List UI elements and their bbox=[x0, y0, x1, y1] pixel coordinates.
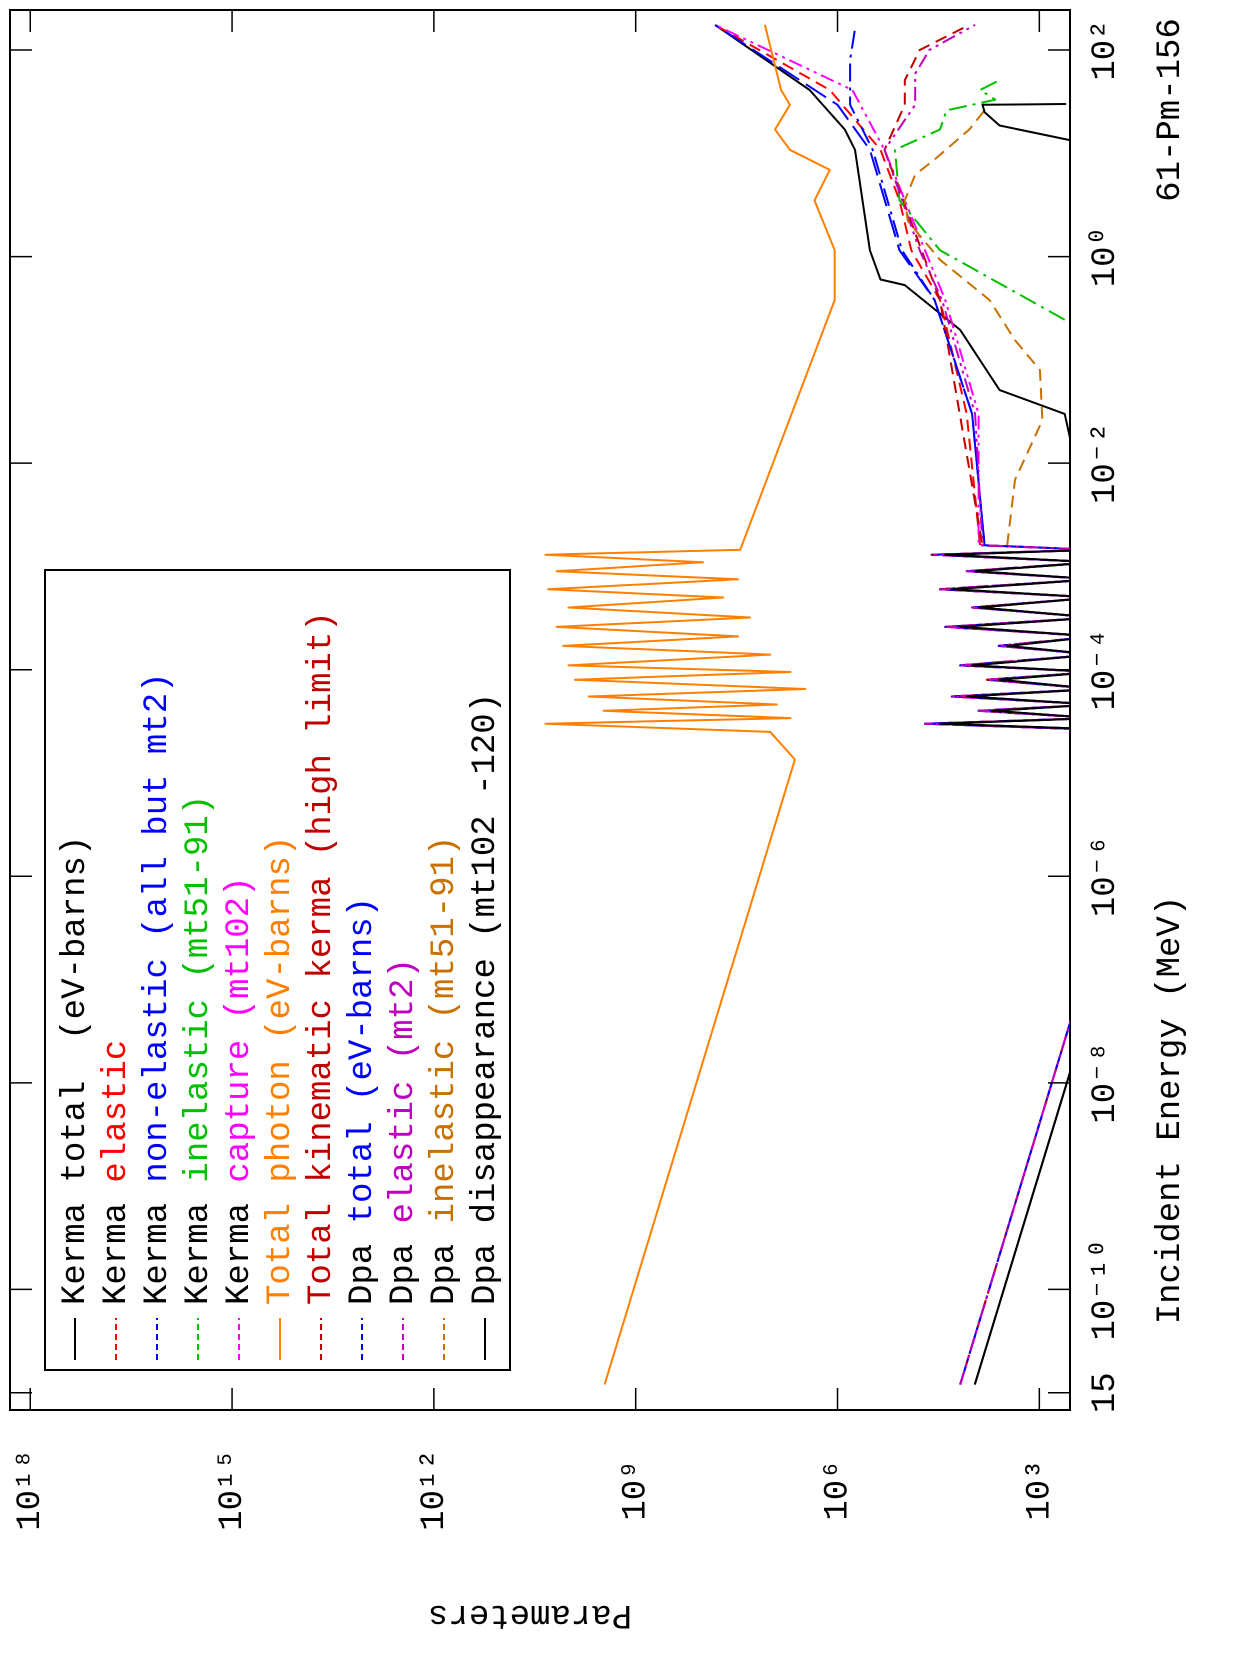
legend-label: Kerma total (eV-barns) bbox=[57, 836, 95, 1305]
y-tick-label: 10³ bbox=[1021, 1459, 1059, 1520]
y-tick-label: 10⁹ bbox=[618, 1459, 656, 1520]
legend-box bbox=[44, 569, 511, 1371]
x-axis-label: Incident Energy (MeV) bbox=[1152, 896, 1190, 1324]
legend-label: Dpa disappearance (mt102 -120) bbox=[467, 693, 505, 1305]
series-line bbox=[544, 24, 836, 1385]
plot-lines bbox=[544, 23, 1070, 1385]
legend-label: Dpa total (eV-barns) bbox=[344, 897, 382, 1305]
legend-label: Kerma elastic bbox=[98, 1040, 136, 1305]
x-tick-label: 10⁻¹⁰ bbox=[1087, 1238, 1125, 1340]
x-tick-label: 10⁻⁶ bbox=[1087, 835, 1125, 917]
x-tick-label: 10⁰ bbox=[1087, 226, 1125, 287]
y-tick-label: 10¹⁸ bbox=[12, 1449, 50, 1531]
x-tick-label: 10² bbox=[1087, 19, 1125, 80]
legend-label: Total photon (eV-barns) bbox=[262, 836, 300, 1305]
legend-label: Total kinematic kerma (high limit) bbox=[303, 611, 341, 1305]
y-axis-label: Parameters bbox=[428, 1595, 632, 1633]
x-tick-label: 15 bbox=[1087, 1372, 1125, 1413]
series-line bbox=[903, 104, 1044, 546]
series-line bbox=[894, 79, 1066, 321]
legend-label: Kerma inelastic (mt51-91) bbox=[180, 795, 218, 1305]
y-tick-label: 10¹⁵ bbox=[214, 1449, 252, 1531]
x-tick-label: 10⁻² bbox=[1087, 422, 1125, 504]
legend-label: Kerma non-elastic (all but mt2) bbox=[139, 672, 177, 1305]
y-tick-label: 10¹² bbox=[416, 1449, 454, 1531]
series-line bbox=[939, 103, 1070, 1385]
y-tick-label: 10⁶ bbox=[819, 1459, 857, 1520]
legend-label: Dpa elastic (mt2) bbox=[385, 958, 423, 1305]
legend-label: Dpa inelastic (mt51-91) bbox=[426, 836, 464, 1305]
chart-title: 61-Pm-156 bbox=[1152, 18, 1190, 202]
x-tick-label: 10⁻⁸ bbox=[1087, 1042, 1125, 1124]
plot-frame bbox=[9, 9, 1071, 1411]
x-tick-label: 10⁻⁴ bbox=[1087, 629, 1125, 711]
legend-label: Kerma capture (mt102) bbox=[221, 877, 259, 1305]
